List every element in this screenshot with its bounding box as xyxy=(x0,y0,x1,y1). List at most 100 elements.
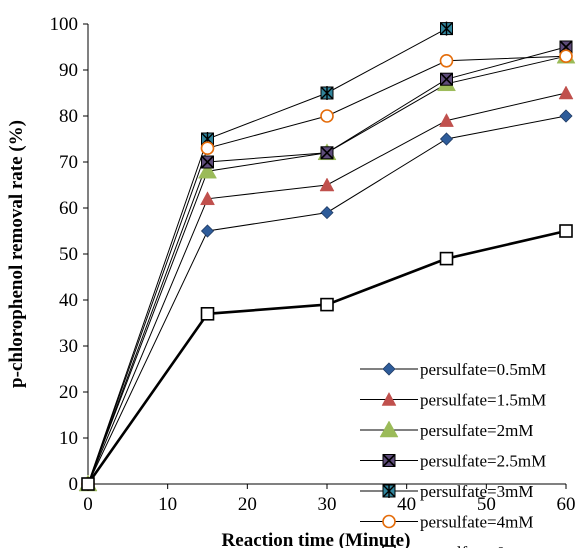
circle-marker xyxy=(200,141,215,155)
y-axis-title: p-chlorophenol removal rate (%) xyxy=(6,120,27,388)
x-tick-label: 10 xyxy=(158,494,177,515)
data-point xyxy=(320,206,334,220)
legend-item: persulfate=2.5mM xyxy=(360,452,546,471)
data-point xyxy=(320,86,334,100)
y-tick-label: 90 xyxy=(59,60,78,81)
axes: 0 10 20 30 40 50 60 70 80 90 100 0 10 20 30 40 50 60 xyxy=(50,14,576,515)
data-point xyxy=(559,109,573,123)
legend-marker xyxy=(381,391,397,406)
diamond-marker xyxy=(382,362,396,376)
legend-label: persulfate=0 xyxy=(420,543,505,548)
y-tick-label: 50 xyxy=(59,244,78,265)
legend-item: persulfate=0.5mM xyxy=(360,360,546,379)
circle-marker xyxy=(559,49,573,64)
square-marker xyxy=(81,477,95,491)
asterisk-cross xyxy=(382,484,396,498)
y-tick-label: 60 xyxy=(59,198,78,219)
data-point xyxy=(200,224,215,238)
data-point xyxy=(198,161,217,179)
data-point xyxy=(439,113,454,127)
legend-item: persulfate=3mM xyxy=(360,482,533,501)
y-tick-label: 70 xyxy=(59,152,78,173)
x-tick-label: 60 xyxy=(557,494,576,515)
data-point xyxy=(320,109,334,123)
square-marker xyxy=(439,251,454,266)
x-tick-label: 20 xyxy=(238,494,257,515)
legend-label: persulfate=4mM xyxy=(420,513,533,532)
triangle-marker xyxy=(198,161,217,179)
square-marker xyxy=(559,224,573,238)
series-line-4 xyxy=(87,28,447,485)
data-point xyxy=(200,191,215,206)
y-tick-label: 100 xyxy=(50,14,79,35)
x-tick-label: 30 xyxy=(318,494,337,515)
square-marker xyxy=(320,297,334,312)
legend-label: persulfate=3mM xyxy=(420,482,533,501)
circle-marker xyxy=(439,53,454,68)
data-point xyxy=(200,141,215,155)
legend-marker xyxy=(382,514,396,529)
data-point xyxy=(439,132,454,146)
legend-label: persulfate=0.5mM xyxy=(420,360,546,379)
y-tick-label: 30 xyxy=(59,336,78,357)
diamond-marker xyxy=(320,206,334,220)
data-point xyxy=(319,177,335,192)
triangle-marker xyxy=(381,391,397,406)
series-markers xyxy=(78,21,576,492)
legend-marker xyxy=(382,362,396,376)
diamond-marker xyxy=(559,109,573,123)
legend-item: persulfate=0 xyxy=(382,543,505,548)
y-tick-label: 40 xyxy=(59,290,78,311)
triangle-marker xyxy=(200,191,215,206)
square-marker xyxy=(382,545,396,548)
asterisk-cross xyxy=(440,21,453,36)
legend-label: persulfate=1.5mM xyxy=(420,391,546,410)
x-axis-title: Reaction time (Minute) xyxy=(222,530,411,548)
x-tick-label: 0 xyxy=(83,494,93,515)
asterisk-cross xyxy=(320,86,334,100)
legend-item: persulfate=2mM xyxy=(360,420,533,440)
square-marker xyxy=(200,306,215,321)
y-tick-label: 80 xyxy=(59,106,78,127)
x-tick-label: 50 xyxy=(477,494,496,515)
y-tick-label: 20 xyxy=(59,382,78,403)
diamond-marker xyxy=(439,132,454,146)
legend-marker xyxy=(382,484,396,498)
legend-label: persulfate=2.5mM xyxy=(420,452,546,471)
data-point xyxy=(439,53,454,68)
triangle-marker xyxy=(558,85,574,100)
x-cross xyxy=(200,155,215,169)
legend-item: persulfate=1.5mM xyxy=(360,391,546,410)
data-point xyxy=(200,306,215,321)
diamond-marker xyxy=(200,224,215,238)
legend: persulfate=0.5mM persulfate=1.5mM persulfa… xyxy=(360,360,546,548)
data-point xyxy=(200,155,215,169)
data-point xyxy=(81,477,95,491)
data-point xyxy=(559,49,573,64)
data-point xyxy=(558,85,574,100)
y-tick-label: 10 xyxy=(59,428,78,449)
triangle-marker xyxy=(379,420,399,438)
triangle-marker xyxy=(439,113,454,127)
y-tick-label: 0 xyxy=(69,474,79,495)
legend-marker xyxy=(382,545,396,548)
legend-label: persulfate=2mM xyxy=(420,421,533,440)
circle-marker xyxy=(320,109,334,123)
x-cross xyxy=(320,146,334,160)
data-point xyxy=(320,297,334,312)
series-line-6 xyxy=(86,229,567,485)
x-cross xyxy=(439,72,454,86)
legend-item: persulfate=4mM xyxy=(360,513,533,532)
triangle-marker xyxy=(319,177,335,192)
legend-marker xyxy=(382,453,396,468)
circle-marker xyxy=(382,514,396,529)
x-cross xyxy=(382,453,396,468)
legend-marker xyxy=(379,420,399,438)
data-point xyxy=(439,251,454,266)
data-point xyxy=(320,146,334,160)
data-point xyxy=(559,224,573,238)
x-tick-label: 40 xyxy=(397,494,416,515)
data-point xyxy=(440,21,453,36)
data-point xyxy=(439,72,454,86)
